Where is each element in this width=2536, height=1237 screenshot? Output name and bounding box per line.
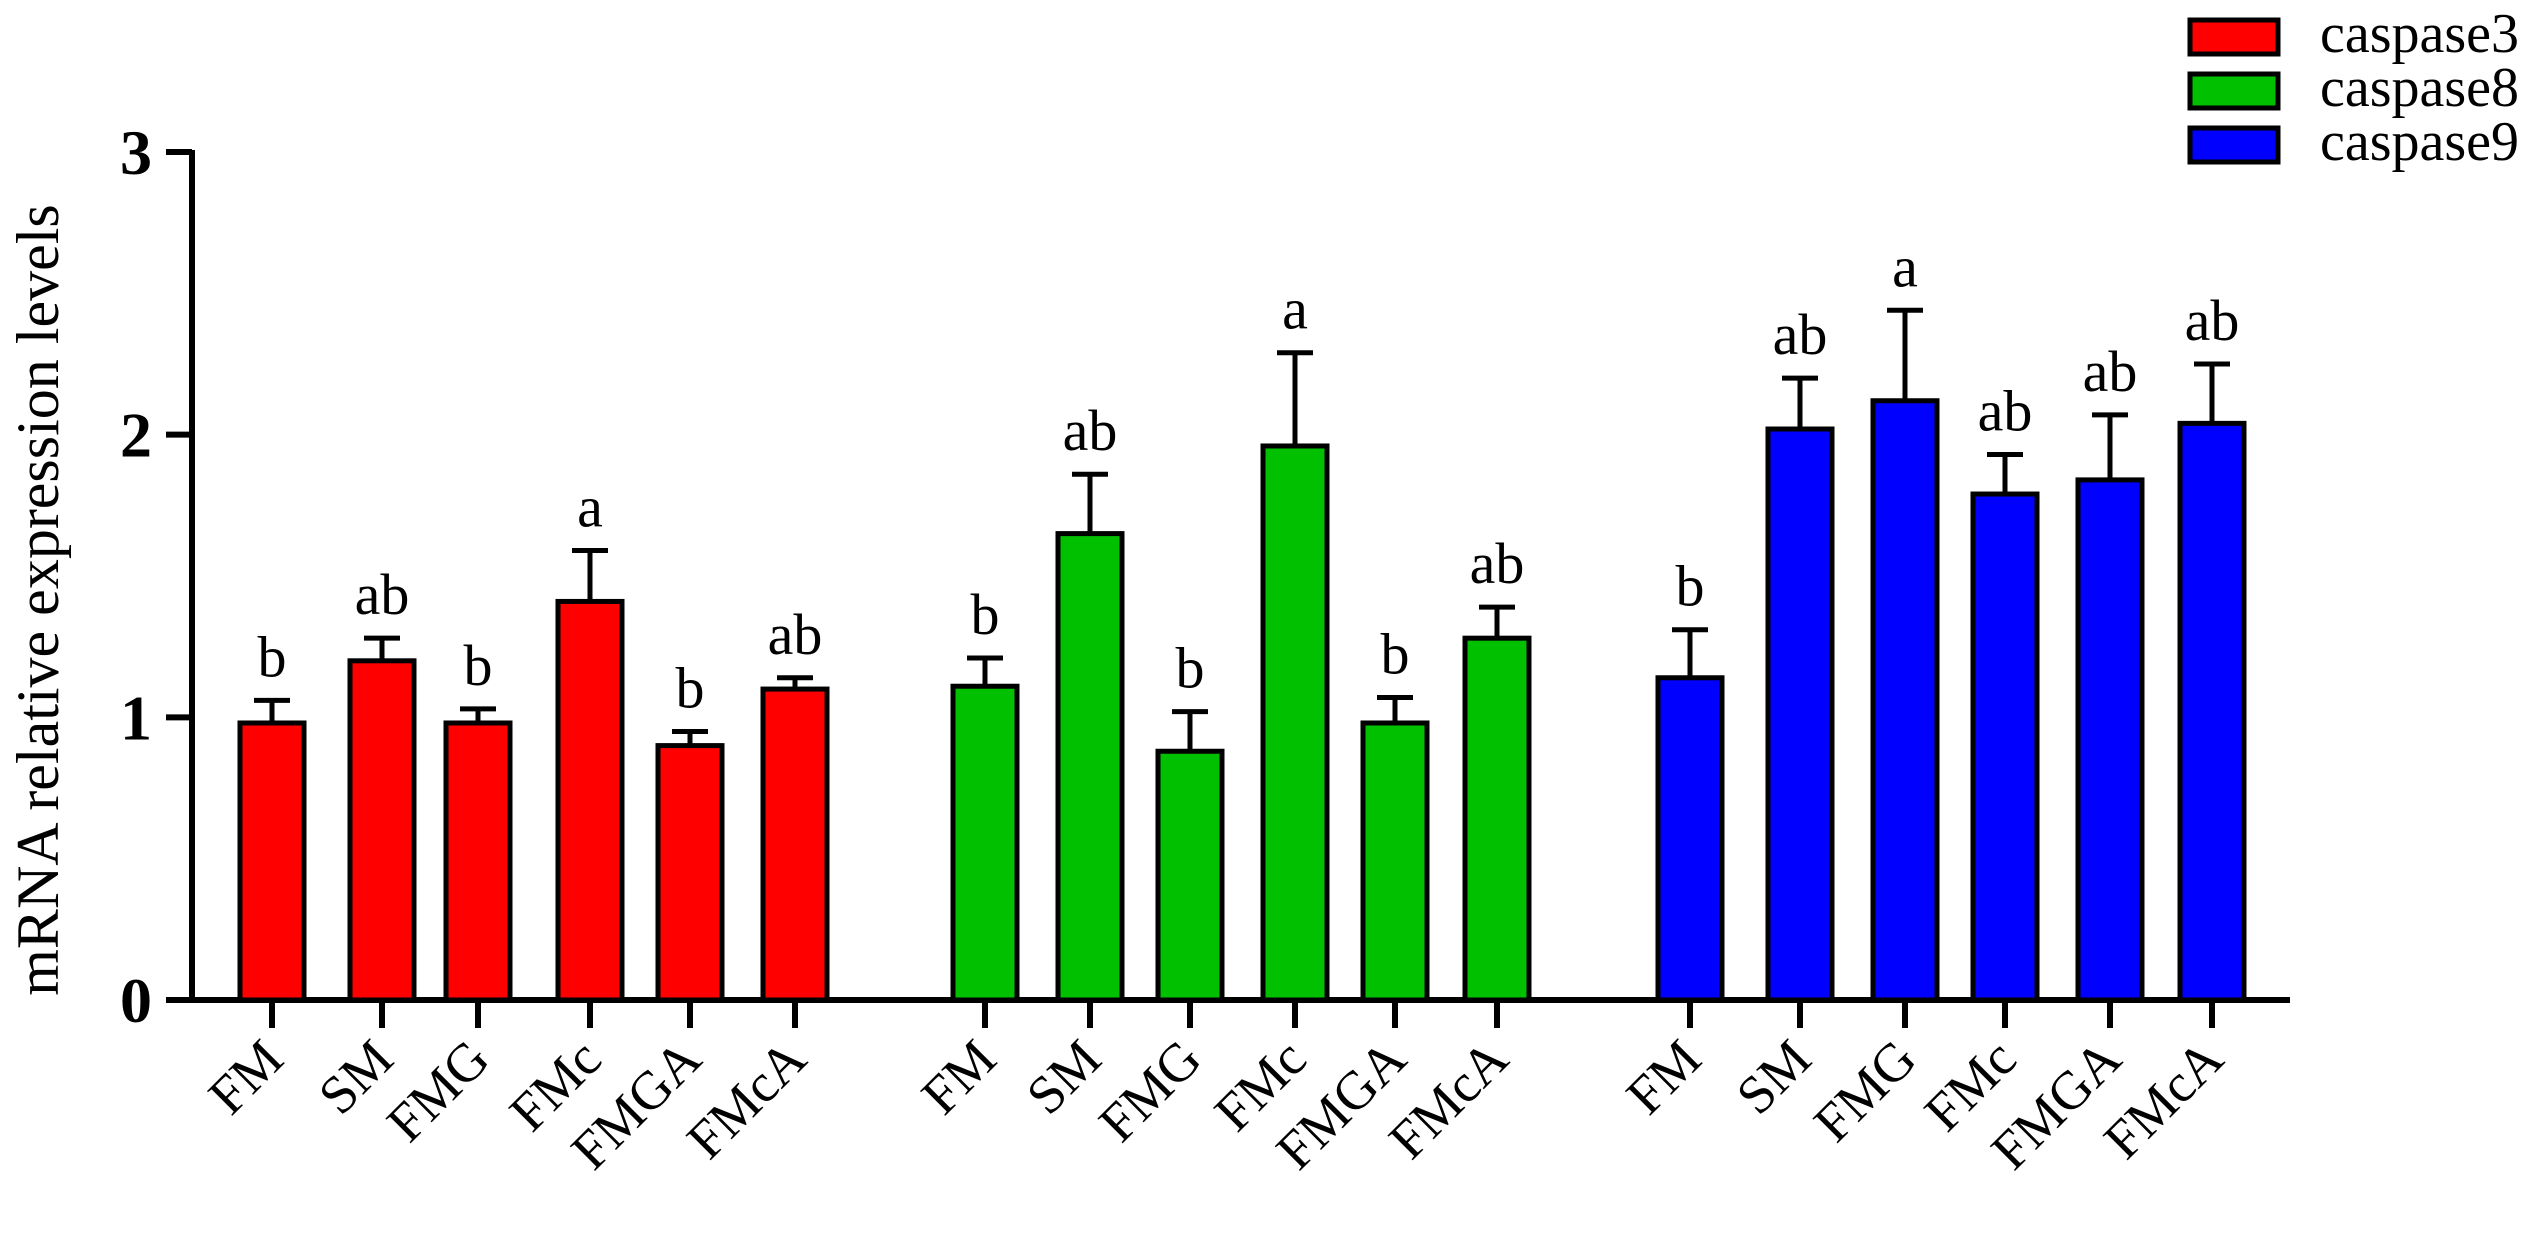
significance-label: ab xyxy=(1773,302,1828,367)
bar-caspase3-FMc xyxy=(555,598,625,1003)
legend-label-caspase9: caspase9 xyxy=(2320,111,2519,173)
bar-caspase8-FMc xyxy=(1260,443,1330,1003)
bar-caspase8-FMcA xyxy=(1462,635,1532,1003)
significance-label: ab xyxy=(1978,378,2033,443)
x-tick-label: FM xyxy=(1615,1028,1713,1126)
y-tick-label: 3 xyxy=(120,117,152,188)
significance-label: b xyxy=(1676,554,1705,619)
x-tick-label: FMcA xyxy=(2092,1028,2234,1170)
significance-label: ab xyxy=(355,562,410,627)
significance-label: ab xyxy=(1470,531,1525,596)
legend-label-caspase8: caspase8 xyxy=(2320,57,2519,119)
significance-label: a xyxy=(577,475,603,540)
y-axis-label: mRNA relative expression levels xyxy=(5,204,71,995)
bar-caspase9-FMGA xyxy=(2075,477,2145,1003)
bar-caspase9-SM xyxy=(1765,426,1835,1003)
x-tick-label: FM xyxy=(910,1028,1008,1126)
significance-label: ab xyxy=(768,602,823,667)
significance-label: ab xyxy=(2185,288,2240,353)
legend-swatch-caspase8 xyxy=(2187,71,2281,111)
legend-swatch-caspase3 xyxy=(2187,17,2281,57)
bar-caspase3-FMG xyxy=(443,720,513,1003)
significance-label: a xyxy=(1892,234,1918,299)
significance-label: b xyxy=(464,633,493,698)
significance-label: b xyxy=(971,582,1000,647)
x-tick-label: FMG xyxy=(1802,1028,1927,1153)
significance-label: ab xyxy=(1063,398,1118,463)
y-tick-label: 1 xyxy=(120,682,152,753)
bar-caspase3-FM xyxy=(237,720,307,1003)
bar-caspase8-FMGA xyxy=(1360,720,1430,1003)
significance-label: a xyxy=(1282,277,1308,342)
x-tick-label: FMG xyxy=(375,1028,500,1153)
legend-swatch-caspase9 xyxy=(2187,125,2281,165)
bar-caspase9-FM xyxy=(1655,675,1725,1003)
x-tick-label: FMG xyxy=(1087,1028,1212,1153)
bar-caspase9-FMG xyxy=(1870,398,1940,1003)
bar-caspase8-FM xyxy=(950,683,1020,1003)
legend-label-caspase3: caspase3 xyxy=(2320,3,2519,65)
y-tick-label: 0 xyxy=(120,965,152,1036)
x-tick-label: FMcA xyxy=(1377,1028,1519,1170)
y-tick-label: 2 xyxy=(120,400,152,471)
axes-layer: 0 1 2 3 xyxy=(120,117,2290,1036)
bar-caspase8-FMG xyxy=(1155,748,1225,1003)
bar-caspase3-SM xyxy=(347,658,417,1003)
significance-label: b xyxy=(676,655,705,720)
bar-caspase8-SM xyxy=(1055,531,1125,1003)
x-tick-label: FMcA xyxy=(675,1028,817,1170)
bar-caspase9-FMc xyxy=(1970,491,2040,1003)
significance-label: b xyxy=(1381,622,1410,687)
significance-label: ab xyxy=(2083,339,2138,404)
significance-label: b xyxy=(1176,636,1205,701)
significance-label: b xyxy=(258,624,287,689)
bar-caspase3-FMGA xyxy=(655,743,725,1003)
bar-caspase9-FMcA xyxy=(2177,420,2247,1003)
bar-caspase3-FMcA xyxy=(760,686,830,1003)
x-tick-label: FM xyxy=(197,1028,295,1126)
